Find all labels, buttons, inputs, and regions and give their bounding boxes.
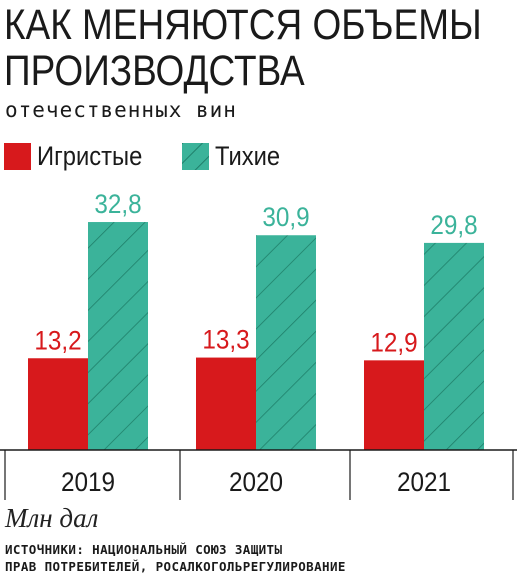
data-label-sparkling-2020: 13,3 [202,325,249,354]
legend-swatch-still [182,143,209,170]
bar-sparkling-2021 [364,360,424,450]
title-line-2: ПРОИЗВОДСТВА [4,47,305,95]
legend-label-sparkling: Игристые [37,141,143,171]
title-line-1: КАК МЕНЯЮТСЯ ОБЪЕМЫ [4,1,482,49]
data-label-sparkling-2021: 12,9 [370,328,417,357]
data-label-still-2021: 29,8 [430,211,477,240]
data-label-sparkling-2019: 13,2 [34,326,81,355]
source-line-2: ПРАВ ПОТРЕБИТЕЛЕЙ, РОСАЛКОГОЛЬРЕГУЛИРОВА… [5,559,346,574]
bar-sparkling-2020 [196,357,256,450]
bar-still-2021 [424,242,484,450]
legend-swatch-sparkling [4,143,31,170]
chart-title: КАК МЕНЯЮТСЯ ОБЪЕМЫ ПРОИЗВОДСТВА [4,1,482,95]
bar-sparkling-2019 [28,358,88,450]
legend-item-still: Тихие [182,141,289,172]
bar-chart: 13,2 32,8 13,3 30,9 12,9 29,8 2019 2020 2021 [0,190,517,500]
bar-still-2020 [256,235,316,450]
bar-still-2019 [88,222,148,450]
legend-label-still: Тихие [215,141,281,171]
source-line-1: ИСТОЧНИКИ: НАЦИОНАЛЬНЫЙ СОЮЗ ЗАЩИТЫ [5,542,283,557]
source-note: ИСТОЧНИКИ: НАЦИОНАЛЬНЫЙ СОЮЗ ЗАЩИТЫ ПРАВ… [5,541,346,575]
x-tick-label-2020: 2020 [229,468,283,497]
x-tick-label-2021: 2021 [397,468,451,497]
unit-label: Млн дал [5,503,99,533]
data-label-still-2020: 30,9 [262,203,309,232]
x-tick-label-2019: 2019 [61,468,115,497]
data-label-still-2019: 32,8 [94,190,141,219]
legend-item-sparkling: Игристые [4,141,157,172]
chart-subtitle: отечественных вин [5,98,237,122]
